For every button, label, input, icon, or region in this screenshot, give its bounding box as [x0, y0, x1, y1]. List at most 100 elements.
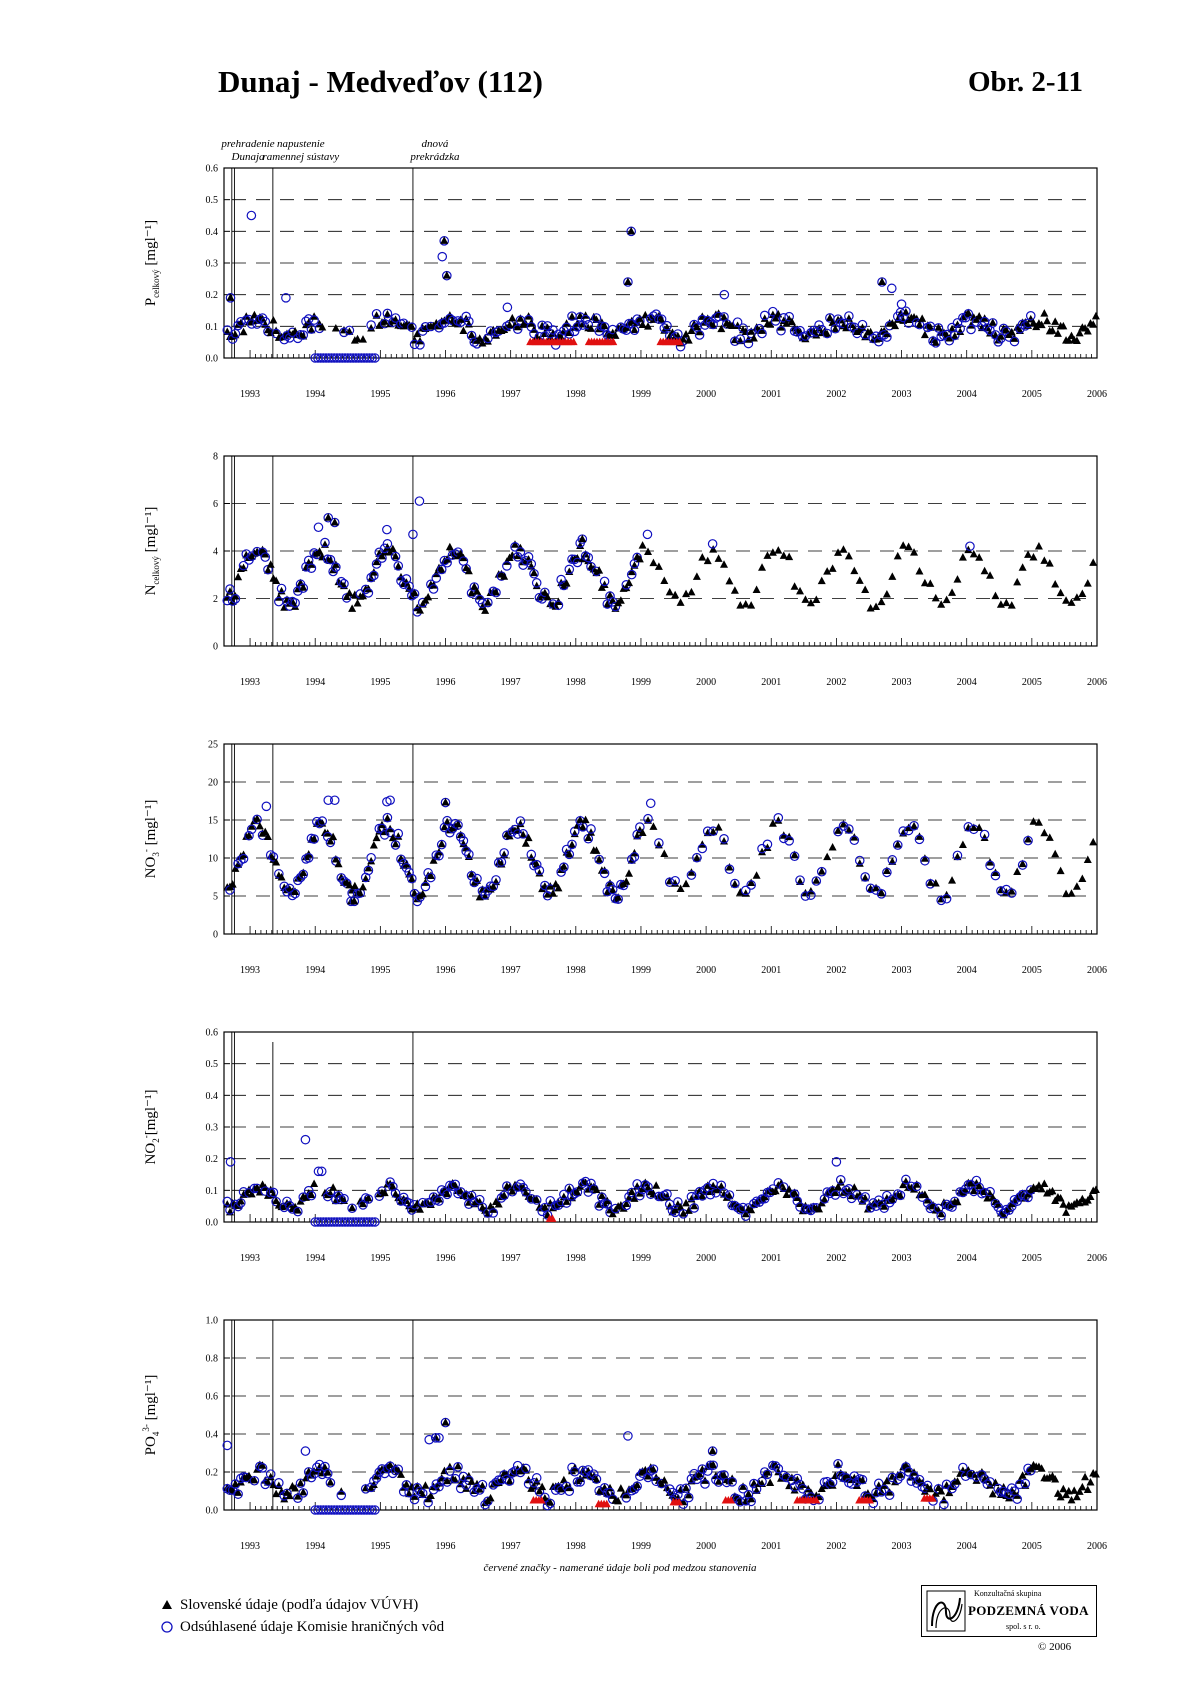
data-point-slovak: [652, 1181, 661, 1189]
data-point-slovak: [920, 578, 929, 587]
data-point-slovak: [741, 889, 750, 897]
data-point-slovak: [1086, 1478, 1095, 1486]
data-point-commission: [941, 893, 952, 904]
data-point-slovak: [717, 1182, 726, 1190]
data-point-commission: [724, 864, 735, 874]
data-point-slovak: [587, 324, 596, 332]
data-point-slovak: [779, 831, 788, 839]
plot-frame: [223, 167, 1098, 359]
data-point-slovak: [600, 321, 609, 330]
data-point-commission: [453, 820, 463, 830]
data-point-slovak: [299, 331, 308, 340]
data-point-slovak: [850, 1183, 859, 1191]
data-point-commission: [602, 1199, 613, 1209]
data-point-commission: [393, 561, 404, 571]
data-point-commission: [442, 815, 452, 826]
data-point-slovak: [513, 322, 522, 331]
data-point-slovak: [793, 1475, 802, 1484]
y-tick-label: 25: [208, 740, 218, 751]
y-tick-label: 1.0: [206, 1316, 219, 1327]
data-point-slovak: [410, 1492, 419, 1500]
data-point-commission: [662, 1189, 672, 1199]
data-point-slovak: [581, 815, 590, 824]
data-point-commission: [382, 308, 393, 319]
data-point-slovak: [931, 1489, 940, 1497]
data-point-commission: [971, 1175, 982, 1186]
data-point-commission: [534, 1486, 545, 1497]
data-point-slovak: [815, 1204, 824, 1213]
data-point-slovak: [367, 324, 376, 332]
y-tick-label: 0: [213, 642, 218, 653]
data-point-slovak: [687, 326, 696, 334]
data-point-slovak: [453, 819, 462, 828]
data-point-slovak: [546, 882, 555, 890]
legend-label-commission: Odsúhlasené údaje Komisie hraničných vôd: [180, 1619, 445, 1635]
data-point-slovak: [878, 277, 887, 285]
data-point-slovak: [1075, 328, 1084, 337]
data-point-slovak: [440, 236, 449, 244]
data-point-slovak: [549, 889, 558, 897]
event-annotation-line2: prekrádzka: [409, 151, 460, 163]
data-point-slovak: [730, 879, 739, 888]
data-point-slovak: [1002, 598, 1011, 607]
data-point-slovak: [657, 1479, 666, 1488]
data-point-slovak: [481, 892, 490, 900]
data-point-slovak: [855, 576, 864, 584]
data-point-slovak: [1078, 874, 1087, 882]
data-point-slovak: [592, 1475, 601, 1484]
data-point-slovak: [635, 314, 644, 322]
data-point-commission: [306, 563, 317, 573]
y-tick-label: 6: [213, 499, 218, 510]
data-point-slovak: [489, 882, 498, 890]
data-point-slovak: [660, 1476, 669, 1484]
data-point-commission: [670, 875, 680, 886]
data-point-commission: [811, 876, 822, 886]
data-point-slovak: [383, 814, 392, 822]
data-point-slovak: [584, 833, 593, 842]
data-point-slovak: [331, 324, 340, 332]
data-point-commission: [586, 824, 596, 834]
data-point-commission: [879, 1203, 889, 1213]
data-point-commission: [367, 1217, 378, 1227]
data-point-commission: [920, 855, 930, 866]
x-tick-label: 1996: [436, 1541, 456, 1552]
x-tick-label: 1995: [370, 1253, 390, 1264]
data-point-commission: [407, 322, 417, 333]
data-point-slovak: [443, 314, 452, 323]
data-point-slovak: [703, 314, 712, 322]
data-point-slovak: [627, 567, 636, 576]
data-point-slovak: [407, 874, 416, 883]
data-point-slovak: [606, 591, 615, 599]
x-tick-label: 1993: [240, 965, 260, 976]
data-point-slovak: [453, 319, 462, 328]
data-point-slovak: [676, 884, 685, 893]
x-tick-label: 1997: [501, 1541, 521, 1552]
data-point-commission: [559, 862, 569, 872]
data-point-slovak: [568, 840, 577, 849]
data-point-commission: [313, 522, 324, 533]
data-point-slovak: [1045, 559, 1054, 567]
data-point-slovak: [896, 1191, 905, 1200]
data-point-commission: [795, 325, 805, 336]
data-point-commission: [526, 559, 537, 569]
data-point-slovak: [701, 318, 710, 326]
data-point-commission: [561, 844, 572, 855]
chart-no2: 0.0 0.1 0.2 0.3 0.4 0.5 0.6 1993 1994 1995 1996 199…: [141, 1028, 1107, 1265]
data-point-commission: [515, 547, 526, 557]
data-point-commission: [930, 338, 941, 348]
data-point-commission: [249, 1475, 260, 1486]
data-point-slovak: [358, 591, 367, 600]
data-point-slovak: [519, 1183, 528, 1191]
data-point-commission: [502, 561, 512, 571]
data-point-slovak: [505, 1476, 514, 1485]
data-point-slovak: [258, 545, 267, 554]
data-point-commission: [371, 308, 382, 319]
data-point-commission: [434, 1196, 444, 1206]
data-point-slovak: [714, 1477, 723, 1485]
data-point-slovak: [296, 1478, 305, 1487]
data-point-slovak: [920, 1190, 929, 1198]
data-point-commission: [707, 539, 718, 549]
data-point-commission: [491, 587, 501, 598]
data-point-slovak: [611, 331, 620, 339]
data-point-commission: [436, 564, 447, 575]
